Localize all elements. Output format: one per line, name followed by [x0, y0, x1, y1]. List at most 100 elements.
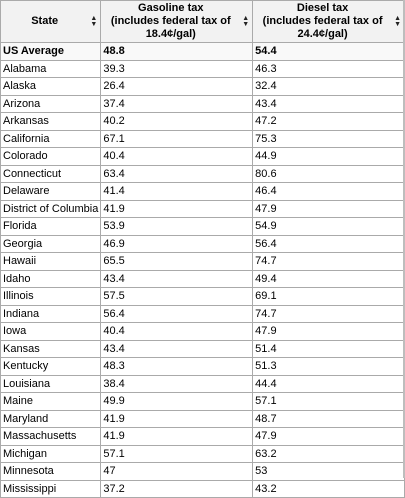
table-cell-gasoline: 39.3	[100, 59, 254, 78]
column-header-label: State	[31, 15, 59, 27]
table-row: Maryland 41.9 48.7	[0, 409, 405, 428]
table-cell-diesel: 57.1	[252, 392, 405, 411]
table-row: Idaho 43.4 49.4	[0, 269, 405, 288]
table-cell-gasoline: 37.2	[100, 479, 254, 498]
table-header-row: State ▲ ▼ Gasoline tax (includes federal …	[0, 0, 405, 43]
table-row: Iowa 40.4 47.9	[0, 322, 405, 341]
table-cell-state: California	[0, 129, 102, 148]
table-row: Illinois 57.5 69.1	[0, 287, 405, 306]
table-cell-state: Alabama	[0, 59, 102, 78]
table-row: Kentucky 48.3 51.3	[0, 357, 405, 376]
table-cell-gasoline: 41.9	[100, 409, 254, 428]
column-header-sublabel: (includes federal tax of 18.4¢/gal)	[110, 15, 231, 40]
table-cell-state: Delaware	[0, 182, 102, 201]
table-cell-gasoline: 41.4	[100, 182, 254, 201]
table-row: Florida 53.9 54.9	[0, 217, 405, 236]
table-cell-diesel: 63.2	[252, 444, 405, 463]
table-cell-gasoline: 49.9	[100, 392, 254, 411]
table-cell-gasoline: 56.4	[100, 304, 254, 323]
table-cell-state: Massachusetts	[0, 427, 102, 446]
table-cell-diesel: 75.3	[252, 129, 405, 148]
table-cell-state: Maine	[0, 392, 102, 411]
table-cell-diesel: 80.6	[252, 164, 405, 183]
sort-up-down-icon[interactable]: ▲ ▼	[90, 14, 98, 28]
table-cell-diesel: 48.7	[252, 409, 405, 428]
table-row: Indiana 56.4 74.7	[0, 304, 405, 323]
table-cell-state: Alaska	[0, 77, 102, 96]
table-cell-state: Maryland	[0, 409, 102, 428]
column-header-gasoline-tax[interactable]: Gasoline tax (includes federal tax of 18…	[100, 0, 254, 43]
column-header-label: Diesel tax	[296, 2, 349, 14]
table-cell-diesel: 49.4	[252, 269, 405, 288]
table-cell-state: Kansas	[0, 339, 102, 358]
table-cell-state: District of Columbia	[0, 199, 102, 218]
table-cell-diesel: 69.1	[252, 287, 405, 306]
table-row: Mississippi 37.2 43.2	[0, 479, 405, 498]
table-cell-diesel: 46.3	[252, 59, 405, 78]
table-cell-diesel: 44.4	[252, 374, 405, 393]
table-cell-state: Connecticut	[0, 164, 102, 183]
table-cell-diesel: 53	[252, 462, 405, 481]
table-row: Arkansas 40.2 47.2	[0, 112, 405, 131]
table-row: Michigan 57.1 63.2	[0, 444, 405, 463]
table-cell-gasoline: 53.9	[100, 217, 254, 236]
table-row: Alaska 26.4 32.4	[0, 77, 405, 96]
table-row: Louisiana 38.4 44.4	[0, 374, 405, 393]
table-body: US Average 48.8 54.4 Alabama 39.3 46.3 Alaska 2…	[0, 42, 405, 498]
table-cell-state: Mississippi	[0, 479, 102, 498]
table-cell-state: Arkansas	[0, 112, 102, 131]
table-row: Colorado 40.4 44.9	[0, 147, 405, 166]
table-row: Connecticut 63.4 80.6	[0, 164, 405, 183]
table-cell-gasoline: 57.1	[100, 444, 254, 463]
table-cell-gasoline: 37.4	[100, 94, 254, 113]
column-header-sublabel: (includes federal tax of 24.4¢/gal)	[262, 15, 383, 40]
column-header-state[interactable]: State ▲ ▼	[0, 0, 102, 43]
table-row: Delaware 41.4 46.4	[0, 182, 405, 201]
table-cell-state: Louisiana	[0, 374, 102, 393]
table-cell-state: Idaho	[0, 269, 102, 288]
table-cell-gasoline: 48.8	[100, 42, 254, 61]
table-cell-gasoline: 46.9	[100, 234, 254, 253]
table-cell-state: US Average	[0, 42, 102, 61]
table-row: Minnesota 47 53	[0, 462, 405, 481]
table-cell-diesel: 47.9	[252, 322, 405, 341]
table-cell-state: Minnesota	[0, 462, 102, 481]
table-cell-gasoline: 65.5	[100, 252, 254, 271]
table-cell-diesel: 51.4	[252, 339, 405, 358]
table-row: Hawaii 65.5 74.7	[0, 252, 405, 271]
table-row: US Average 48.8 54.4	[0, 42, 405, 61]
table-row: District of Columbia 41.9 47.9	[0, 199, 405, 218]
table-cell-gasoline: 43.4	[100, 339, 254, 358]
table-cell-diesel: 74.7	[252, 252, 405, 271]
table-cell-state: Arizona	[0, 94, 102, 113]
table-cell-diesel: 51.3	[252, 357, 405, 376]
table-row: Massachusetts 41.9 47.9	[0, 427, 405, 446]
sort-up-down-icon[interactable]: ▲ ▼	[394, 14, 401, 28]
table-cell-gasoline: 67.1	[100, 129, 254, 148]
column-header-label: Gasoline tax	[138, 2, 204, 14]
table-cell-diesel: 43.2	[252, 479, 405, 498]
table-cell-state: Iowa	[0, 322, 102, 341]
table-cell-diesel: 43.4	[252, 94, 405, 113]
table-cell-state: Illinois	[0, 287, 102, 306]
table-cell-gasoline: 40.4	[100, 322, 254, 341]
table-cell-gasoline: 47	[100, 462, 254, 481]
table-cell-diesel: 56.4	[252, 234, 405, 253]
table-cell-diesel: 47.9	[252, 199, 405, 218]
table-cell-gasoline: 48.3	[100, 357, 254, 376]
table-cell-state: Colorado	[0, 147, 102, 166]
sort-up-down-icon[interactable]: ▲ ▼	[242, 14, 250, 28]
table-cell-diesel: 46.4	[252, 182, 405, 201]
table-cell-gasoline: 41.9	[100, 427, 254, 446]
table-cell-gasoline: 40.2	[100, 112, 254, 131]
table-cell-diesel: 44.9	[252, 147, 405, 166]
table-cell-state: Michigan	[0, 444, 102, 463]
table-cell-diesel: 47.2	[252, 112, 405, 131]
table-row: Arizona 37.4 43.4	[0, 94, 405, 113]
column-header-diesel-tax[interactable]: Diesel tax (includes federal tax of 24.4…	[252, 0, 405, 43]
table-row: Georgia 46.9 56.4	[0, 234, 405, 253]
table-cell-state: Kentucky	[0, 357, 102, 376]
table-cell-diesel: 47.9	[252, 427, 405, 446]
right-edge-divider	[403, 0, 405, 478]
table-cell-gasoline: 57.5	[100, 287, 254, 306]
